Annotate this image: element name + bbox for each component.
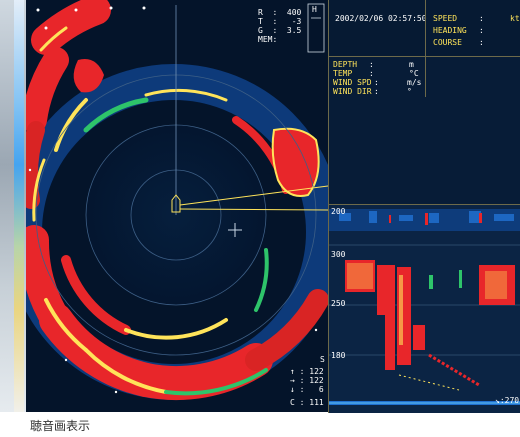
echo-depth-label-3: 250	[331, 299, 346, 308]
datetime: 2002/02/06 02:57:50	[335, 14, 427, 23]
course-sep: :	[479, 38, 484, 47]
echogram-panel[interactable]: 200 300 250 180 ↘:270	[328, 204, 520, 413]
bottom-value-2: 122	[309, 376, 324, 385]
bearing-dots	[28, 6, 318, 394]
range-value: 400	[286, 8, 302, 17]
fish-school-echo	[271, 127, 320, 197]
temp-unit: °C	[409, 69, 419, 78]
range-label: R	[258, 8, 263, 17]
navigation-panel: 2002/02/06 02:57:50 SPEED : kt HEADING :…	[328, 0, 520, 56]
depth-sep: :	[369, 60, 374, 69]
echo-depth-label-2: 300	[331, 250, 346, 259]
tilt-value: -3	[291, 17, 302, 26]
mem-readout: MEM:	[258, 35, 278, 44]
echo-bottom-value: ↘:270	[495, 396, 520, 405]
gain-readout: G : 3.5	[258, 26, 302, 35]
echo-depth-label-4: 180	[331, 351, 346, 360]
temp-sep: :	[369, 69, 374, 78]
fish-school-columns	[345, 260, 515, 370]
bezel-reflection	[14, 0, 24, 412]
temp-label: TEMP	[333, 69, 353, 78]
speed-sep: :	[479, 14, 484, 23]
range-readout: R : 400	[258, 8, 302, 17]
wind-dir-label: WIND DIR	[333, 87, 372, 96]
bottom-readout-1: ↑ : 122	[290, 367, 324, 376]
wind-spd-label: WIND SPD	[333, 78, 372, 87]
bottom-value-1: 122	[309, 367, 324, 376]
bottom-readout-2: → : 122	[290, 376, 324, 385]
gain-value: 3.5	[286, 26, 302, 35]
depth-unit: m	[409, 60, 414, 69]
sonar-echo-canvas	[26, 0, 328, 412]
bottom-readout-4: C : 111	[290, 398, 324, 407]
wind-dir-unit: °	[407, 87, 412, 96]
echogram-canvas	[329, 205, 520, 413]
echo-depth-label-1: 200	[331, 207, 346, 216]
h-marker: H	[312, 5, 317, 14]
wind-spd-sep: :	[374, 78, 379, 87]
s-marker: S	[320, 355, 325, 364]
environment-panel: DEPTH : m TEMP : °C WIND SPD : m/s WIND …	[328, 56, 520, 205]
tilt-readout: T : -3	[258, 17, 302, 26]
speed-label: SPEED	[433, 14, 458, 23]
heading-label: HEADING	[433, 26, 467, 35]
echo-ring	[26, 0, 328, 401]
bottom-value-4: 111	[309, 398, 324, 407]
course-label: COURSE	[433, 38, 462, 47]
echo-bottom-number: 270	[504, 396, 520, 405]
wind-dir-sep: :	[374, 87, 379, 96]
wind-spd-unit: m/s	[407, 78, 422, 87]
speed-unit: kt	[510, 14, 520, 23]
sonar-ppi-display[interactable]: R : 400 T : -3 G : 3.5 MEM: H ↑ : 122 → …	[26, 0, 328, 412]
caption: 聴音画表示	[30, 419, 91, 433]
bottom-label-4: C	[290, 398, 295, 407]
tilt-label: T	[258, 17, 263, 26]
bottom-readout-3: ↓ : 6	[290, 385, 324, 394]
mem-label: MEM	[258, 35, 273, 44]
bottom-value-3: 6	[318, 385, 324, 394]
heading-sep: :	[479, 26, 484, 35]
gain-label: G	[258, 26, 263, 35]
depth-label: DEPTH	[333, 60, 358, 69]
ship-marker	[171, 194, 181, 213]
